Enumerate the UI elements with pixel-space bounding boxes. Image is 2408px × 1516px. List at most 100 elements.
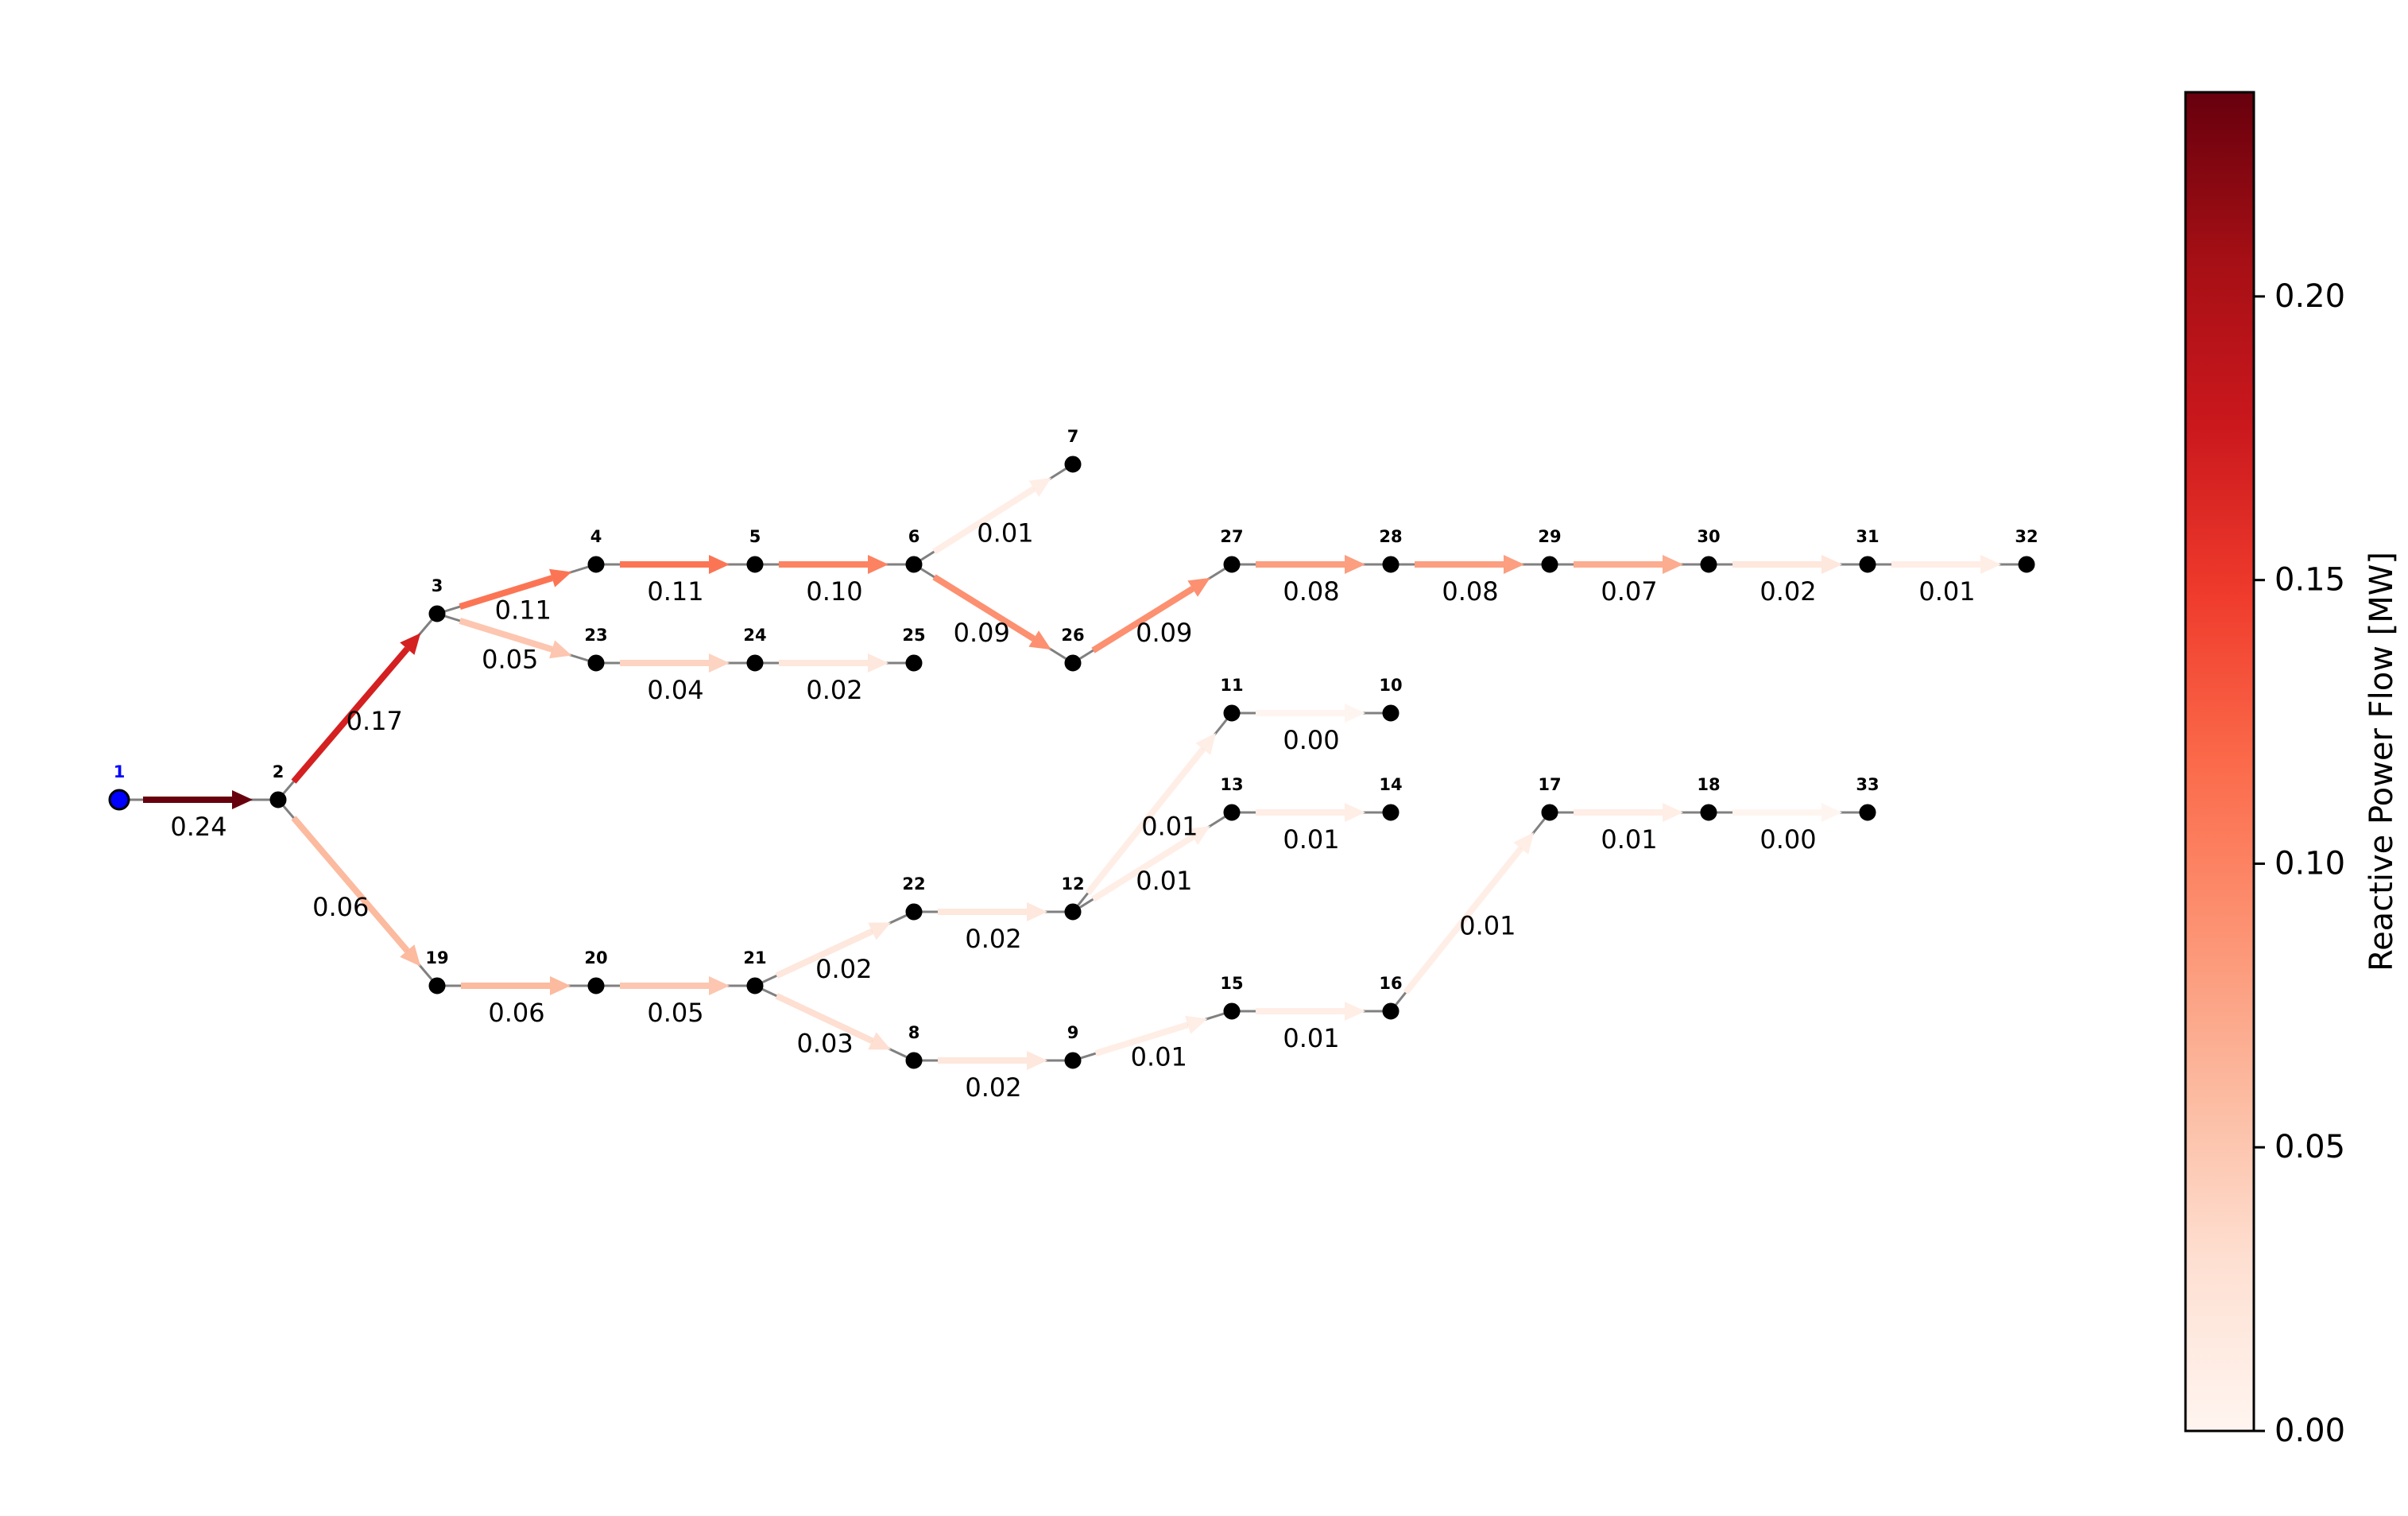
node-label: 10 [1379,676,1402,695]
edge-value-label: 0.17 [346,706,403,736]
colorbar: 0.00 0.05 0.10 0.15 0.20 Reactive Power Flow… [2184,91,2400,1449]
flow-arrow [1256,1002,1365,1021]
colorbar-tick-label: 0.05 [2274,1129,2345,1165]
edge-value-label: 0.00 [1283,725,1339,755]
node-label: 8 [908,1023,920,1042]
flow-arrow [1091,577,1210,653]
bus-node [1382,556,1400,573]
edge-value-label: 0.06 [488,998,544,1028]
colorbar-tick: 0.05 [2254,1129,2345,1165]
node-label: 21 [743,948,766,967]
flow-arrow [775,922,891,979]
flow-arrow [775,993,892,1050]
edge-value-label: 0.03 [796,1028,853,1058]
node-label: 30 [1697,527,1720,546]
edge-value-label: 0.02 [965,1072,1021,1103]
bus-node [905,556,923,573]
edge-value-label: 0.08 [1283,576,1339,607]
colorbar-ticks: 0.00 0.05 0.10 0.15 0.20 [2254,278,2345,1449]
node-label: 5 [749,527,761,546]
bus-node [2018,556,2035,573]
flow-arrow [620,653,730,673]
flow-arrow [620,555,730,574]
bus-node [1223,556,1241,573]
flow-arrow [779,653,888,673]
node-label: 19 [425,948,448,967]
node-label: 4 [590,527,602,546]
flow-arrow [1574,555,1683,574]
bus-node [1064,456,1082,473]
bus-node [905,903,923,921]
node-label: 20 [584,948,607,967]
colorbar-gradient [2184,91,2255,1433]
flow-arrow [938,1051,1047,1070]
edge-value-label: 0.09 [954,618,1010,648]
bus-node [1223,804,1241,821]
node-label: 31 [1856,527,1879,546]
node-label: 11 [1220,676,1243,695]
node-label: 28 [1379,527,1402,546]
flow-arrow [779,555,888,574]
bus-node [1382,704,1400,722]
bus-node [1064,654,1082,672]
node-label: 32 [2015,527,2038,546]
edge-value-label: 0.04 [647,675,703,705]
edge-value-label: 0.01 [1283,824,1339,855]
edge-value-label: 0.10 [806,576,862,607]
bus-node [428,977,446,995]
node-label: 2 [273,762,285,781]
node-label: 29 [1538,527,1561,546]
flow-arrow [1085,732,1217,896]
colorbar-tick-label: 0.15 [2274,562,2345,599]
edge-value-label: 0.07 [1601,576,1657,607]
bus-node [1700,804,1717,821]
edge-value-label: 0.11 [647,576,703,607]
edge-value-label: 0.05 [482,645,538,675]
edge-value-label: 0.01 [1283,1023,1339,1053]
flow-arrow [291,633,421,784]
flow-arrow [1891,555,2001,574]
bus-node [1064,1052,1082,1069]
colorbar-tick: 0.10 [2254,845,2345,882]
bus-node [269,791,287,808]
bus-node [587,977,605,995]
node-label: 12 [1061,874,1084,894]
flow-arrow [620,976,730,995]
node-label: 23 [584,626,607,645]
node-label: 1 [114,762,126,781]
edge-labels: 0.24 0.17 0.06 0.11 0.05 0.11 0.10 0.01 0.09 0.09… [170,518,1975,1103]
flow-arrow [1732,555,1842,574]
edge-value-label: 0.01 [1141,811,1198,841]
root-node [108,789,130,811]
node-label: 25 [902,626,925,645]
node-label: 17 [1538,775,1561,794]
flow-arrow [143,790,253,809]
bus-node [746,977,764,995]
bus-node [1859,556,1876,573]
flow-arrow [1403,832,1535,995]
bus-node [1382,804,1400,821]
edge-value-label: 0.02 [1760,576,1816,607]
edge-value-label: 0.11 [495,595,552,626]
bus-node [1541,804,1558,821]
edge-value-label: 0.09 [1136,618,1192,648]
edge-value-label: 0.05 [647,998,703,1028]
node-label: 7 [1067,427,1079,446]
bus-node [428,605,446,622]
edge-value-label: 0.24 [170,812,226,842]
node-label: 14 [1379,775,1402,794]
flow-arrow [1732,803,1842,822]
flow-arrow [932,478,1051,555]
bus-node [746,654,764,672]
edge-value-label: 0.02 [815,954,872,984]
bus-node [1859,804,1876,821]
colorbar-tick-label: 0.10 [2274,845,2345,882]
node-label: 16 [1379,974,1402,993]
bus-node [905,654,923,672]
bus-node [1382,1002,1400,1020]
node-label: 18 [1697,775,1720,794]
node-label: 26 [1061,626,1084,645]
edge-value-label: 0.01 [1918,576,1975,607]
